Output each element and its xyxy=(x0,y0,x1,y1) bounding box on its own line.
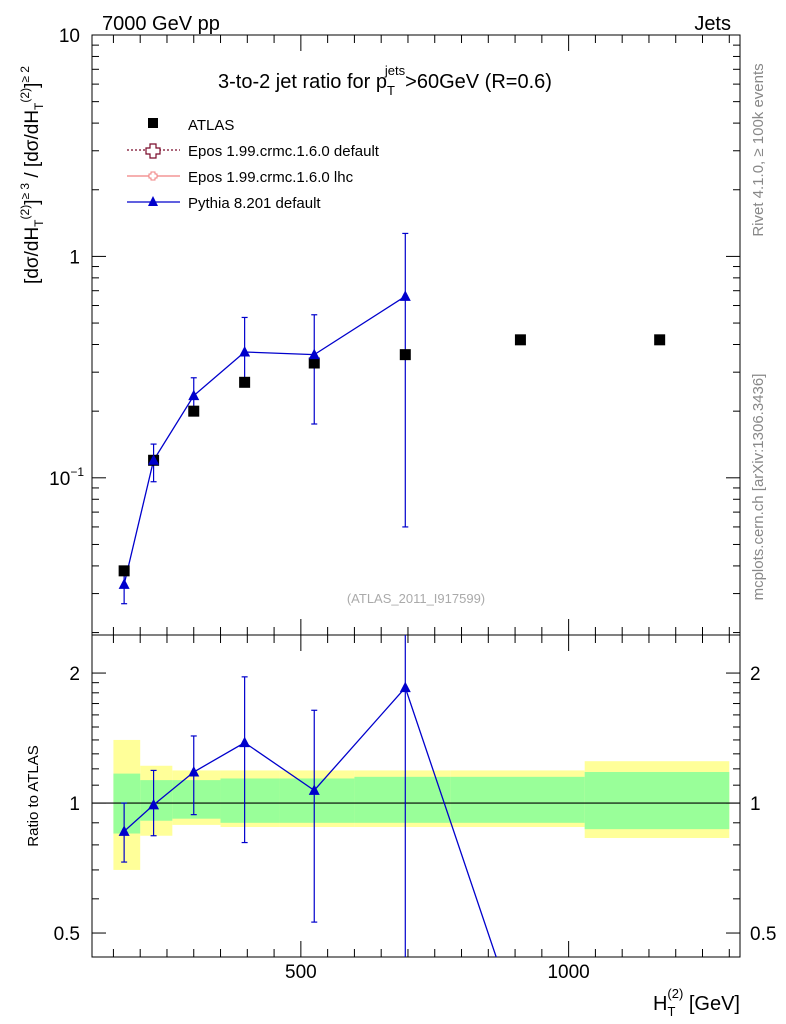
y-tick-label-ratio-right: 0.5 xyxy=(750,924,776,945)
ratio-band-green xyxy=(172,780,221,819)
legend-item-epos-default: Epos 1.99.crmc.1.6.0 default xyxy=(127,143,380,160)
ratio-band-green xyxy=(140,780,173,821)
atlas-point xyxy=(514,334,526,346)
legend-item-pythia: Pythia 8.201 default xyxy=(127,195,321,212)
x-axis-tick-labels: 500 1000 xyxy=(285,962,590,983)
y-tick-label-exponent: −1 xyxy=(70,465,84,479)
atlas-point xyxy=(239,376,251,388)
ratio-band-green xyxy=(584,772,730,830)
legend-epos-lhc-marker xyxy=(148,171,158,181)
pythia-line xyxy=(123,295,406,585)
chart-title-prefix: 3-to-2 jet ratio for p xyxy=(218,71,387,93)
y-tick-label-ratio: 0.5 xyxy=(54,924,80,945)
y-title-q2: ≥ 2 xyxy=(18,66,32,83)
atlas-point xyxy=(308,357,320,369)
y-title-s2: T xyxy=(32,102,46,110)
x-axis-title-unit: [GeV] xyxy=(683,993,740,1015)
rivet-label: Rivet 4.1.0, ≥ 100k events xyxy=(750,63,767,236)
atlas-point xyxy=(188,405,200,417)
ratio-panel-frame xyxy=(91,634,741,958)
analysis-id: (ATLAS_2011_I917599) xyxy=(347,591,485,606)
x-axis-title-main: H xyxy=(653,993,667,1015)
ratio-pythia-point xyxy=(399,681,411,693)
legend-pythia-marker xyxy=(148,196,158,206)
y-title-t1: [dσ/dH xyxy=(22,227,43,284)
ratio-uncertainty-bands xyxy=(92,739,740,870)
legend-item-atlas: ATLAS xyxy=(148,117,234,134)
legend-epos-lhc-label: Epos 1.99.crmc.1.6.0 lhc xyxy=(188,169,354,186)
ratio-band-green xyxy=(354,776,451,823)
main-data-series xyxy=(118,232,666,605)
process-label: Jets xyxy=(694,13,731,35)
y-tick-label-ratio-right: 1 xyxy=(750,794,761,815)
main-panel: 10−1 1 10 3-to-2 jet ratio for pTjets>60Ge… xyxy=(49,26,741,636)
y-title-q1: ≥ 3 xyxy=(18,183,32,200)
chart-title-suffix: >60GeV (R=0.6) xyxy=(405,71,552,93)
ratio-pythia-point xyxy=(118,825,130,836)
legend-item-epos-lhc: Epos 1.99.crmc.1.6.0 lhc xyxy=(127,169,354,186)
ratio-data-series xyxy=(118,635,497,957)
pythia-point xyxy=(239,346,251,357)
legend-pythia-label: Pythia 8.201 default xyxy=(188,195,321,212)
atlas-point xyxy=(654,334,666,346)
atlas-point xyxy=(399,349,411,361)
y-title-p2: (2) xyxy=(18,88,32,103)
beam-label: 7000 GeV pp xyxy=(102,13,220,35)
main-axis-ticks: 10−1 1 10 xyxy=(49,26,740,635)
pythia-point xyxy=(308,348,320,360)
legend-atlas-marker xyxy=(148,118,158,128)
pythia-point xyxy=(188,389,200,401)
pythia-point xyxy=(148,454,160,465)
y-tick-label-ratio: 2 xyxy=(69,664,80,685)
y-title-p1: (2) xyxy=(18,205,32,220)
chart-title: 3-to-2 jet ratio for pTjets>60GeV (R=0.6… xyxy=(218,63,552,98)
ratio-pythia-group xyxy=(118,635,497,957)
ratio-pythia-point xyxy=(308,784,320,795)
chart-title-sup: jets xyxy=(384,63,406,78)
x-axis-title: HT (2) [GeV] xyxy=(653,986,740,1019)
x-axis-title-sub: T xyxy=(667,1004,675,1019)
ratio-band-green xyxy=(450,776,585,823)
y-tick-label-main: 10 xyxy=(59,26,80,47)
mcplots-label: mcplots.cern.ch [arXiv:1306.3436] xyxy=(750,374,767,601)
ratio-pythia-point xyxy=(148,798,160,810)
x-tick-label: 1000 xyxy=(547,962,589,983)
ratio-pythia-line xyxy=(123,686,497,957)
pythia-point xyxy=(399,290,411,301)
ratio-pythia-point xyxy=(239,736,251,748)
ratio-axis-ticks: 0.5 0.5 1 1 2 2 xyxy=(54,635,776,957)
y-tick-label-main: 10−1 xyxy=(49,465,84,490)
ratio-pythia-point xyxy=(188,766,200,777)
y-axis-title-ratio: Ratio to ATLAS xyxy=(25,745,42,846)
y-tick-label-main: 1 xyxy=(69,247,80,268)
y-title-t4: ] xyxy=(22,83,43,88)
y-axis-title-main: [dσ/dHT(2)]≥ 3 / [dσ/dHT(2)]≥ 2 xyxy=(18,66,46,284)
ratio-band-green xyxy=(279,778,355,823)
chart-title-sub: T xyxy=(387,83,395,98)
ratio-band-green xyxy=(220,778,280,823)
x-tick-label: 500 xyxy=(285,962,317,983)
legend-epos-default-label: Epos 1.99.crmc.1.6.0 default xyxy=(188,143,380,160)
legend-atlas-label: ATLAS xyxy=(188,117,234,134)
y-title-s1: T xyxy=(32,219,46,227)
y-tick-label-ratio: 1 xyxy=(69,794,80,815)
y-tick-label-ratio-right: 2 xyxy=(750,664,761,685)
y-title-t3: / [dσ/dH xyxy=(22,110,43,183)
legend: ATLAS Epos 1.99.crmc.1.6.0 default Epos … xyxy=(127,117,380,212)
y-title-t2: ] xyxy=(22,200,43,205)
atlas-point xyxy=(118,565,130,577)
legend-epos-default-marker xyxy=(145,143,161,159)
ratio-panel: 0.5 0.5 1 1 2 2 xyxy=(54,634,776,958)
pythia-point xyxy=(118,578,130,589)
x-axis-title-sup: (2) xyxy=(667,986,683,1001)
